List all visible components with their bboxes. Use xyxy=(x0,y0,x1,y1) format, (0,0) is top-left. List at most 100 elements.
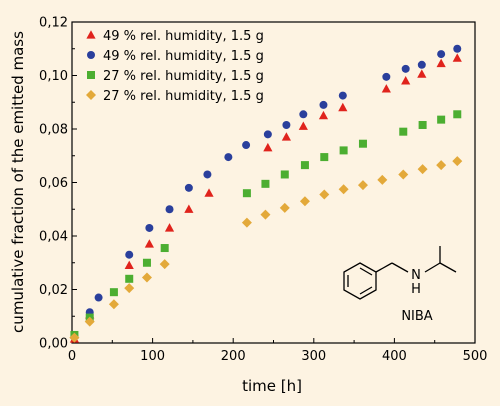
diamond-data-point xyxy=(299,196,310,207)
circle-data-point xyxy=(401,64,410,73)
legend-triangle-marker xyxy=(86,30,96,39)
diamond-data-point xyxy=(338,184,349,195)
x-axis-label: time [h] xyxy=(242,377,302,395)
square-data-point xyxy=(358,139,367,148)
circle-data-point xyxy=(242,141,251,150)
triangle-data-point xyxy=(281,132,291,141)
y-tick-label: 0,12 xyxy=(39,16,68,31)
legend-label: 49 % rel. humidity, 1.5 g xyxy=(103,49,264,64)
diamond-data-point xyxy=(398,169,409,180)
triangle-data-point xyxy=(338,102,348,112)
amine-h-label: H xyxy=(411,282,421,297)
diamond-data-point xyxy=(108,299,119,310)
diamond-data-point xyxy=(241,217,252,228)
triangle-data-point xyxy=(144,239,154,248)
circle-data-point xyxy=(125,250,134,259)
circle-data-point xyxy=(263,130,272,139)
y-axis-label: cumulative fraction of the emitted mass xyxy=(9,31,27,333)
legend-square-marker xyxy=(87,71,95,79)
y-tick-label: 0,10 xyxy=(39,69,68,84)
legend-item: 27 % rel. humidity, 1.5 g xyxy=(87,69,264,84)
diamond-data-point xyxy=(377,174,388,185)
triangle-data-point xyxy=(318,110,329,120)
amine-n-label: N xyxy=(411,268,421,283)
diamond-data-point xyxy=(417,164,428,175)
ch-methyl-bond xyxy=(439,262,457,273)
circle-data-point xyxy=(417,60,426,69)
square-data-point xyxy=(280,170,289,179)
circle-data-point xyxy=(319,100,328,109)
circle-data-point xyxy=(382,72,391,81)
legend-item: 49 % rel. humidity, 1.5 g xyxy=(87,49,264,64)
y-axis: 0,00 0,02 0,04 0,06 0,08 0,10 0,12 xyxy=(39,16,77,352)
x-tick-label: 400 xyxy=(382,349,407,364)
square-data-point xyxy=(261,179,270,188)
triangle-data-point xyxy=(298,121,308,130)
y-tick-label: 0,04 xyxy=(39,230,68,245)
circle-data-point xyxy=(453,44,462,53)
square-data-point xyxy=(125,274,134,283)
niba-structure xyxy=(343,246,457,300)
legend-label: 49 % rel. humidity, 1.5 g xyxy=(103,29,264,44)
square-data-point xyxy=(109,288,118,297)
series-3 xyxy=(70,110,462,339)
x-axis: 0 100 200 300 400 500 xyxy=(68,338,488,364)
square-data-point xyxy=(300,161,309,170)
ch2-n-bond xyxy=(391,262,409,273)
diamond-data-point xyxy=(124,283,135,294)
legend-circle-marker xyxy=(87,51,95,59)
ring-double-bond xyxy=(359,267,373,276)
triangle-data-point xyxy=(436,58,446,68)
square-data-point xyxy=(418,120,427,129)
diamond-data-point xyxy=(452,156,463,167)
diamond-data-point xyxy=(159,259,170,270)
y-tick-label: 0,02 xyxy=(39,283,68,298)
circle-data-point xyxy=(184,183,193,192)
circle-data-point xyxy=(299,110,308,119)
legend-item: 27 % rel. humidity, 1.5 g xyxy=(86,89,264,104)
triangle-data-point xyxy=(452,53,462,62)
diamond-data-point xyxy=(319,189,330,200)
triangle-data-point xyxy=(124,260,134,270)
triangle-data-point xyxy=(184,204,194,213)
y-tick-label: 0,00 xyxy=(39,337,68,352)
legend-label: 27 % rel. humidity, 1.5 g xyxy=(103,89,264,104)
square-data-point xyxy=(242,189,251,198)
diamond-data-point xyxy=(84,316,95,327)
legend-label: 27 % rel. humidity, 1.5 g xyxy=(103,69,264,84)
series-layer xyxy=(69,44,463,343)
circle-data-point xyxy=(282,120,291,129)
circle-data-point xyxy=(437,50,446,59)
diamond-data-point xyxy=(357,180,368,191)
triangle-data-point xyxy=(164,223,175,232)
triangle-data-point xyxy=(204,188,214,197)
circle-data-point xyxy=(338,91,347,100)
legend-item: 49 % rel. humidity, 1.5 g xyxy=(86,29,264,44)
triangle-data-point xyxy=(401,76,411,85)
circle-data-point xyxy=(224,153,233,162)
diamond-data-point xyxy=(279,202,290,213)
triangle-data-point xyxy=(417,69,427,78)
triangle-data-point xyxy=(263,142,273,152)
x-tick-label: 300 xyxy=(301,349,326,364)
square-data-point xyxy=(399,127,408,136)
x-tick-label: 200 xyxy=(221,349,246,364)
circle-data-point xyxy=(203,170,212,179)
benzyl-bond xyxy=(375,262,393,273)
series-1 xyxy=(69,53,462,343)
circle-data-point xyxy=(94,293,103,302)
legend-diamond-marker xyxy=(86,90,96,100)
diamond-data-point xyxy=(436,160,447,171)
diamond-data-point xyxy=(260,209,271,220)
square-data-point xyxy=(320,153,329,162)
square-data-point xyxy=(339,146,348,155)
triangle-data-point xyxy=(381,84,391,93)
circle-data-point xyxy=(145,223,154,232)
diamond-data-point xyxy=(69,332,80,343)
x-tick-label: 500 xyxy=(463,349,488,364)
square-data-point xyxy=(160,244,169,253)
circle-data-point xyxy=(165,205,174,214)
square-data-point xyxy=(453,110,462,119)
ring-double-bond xyxy=(359,286,373,295)
